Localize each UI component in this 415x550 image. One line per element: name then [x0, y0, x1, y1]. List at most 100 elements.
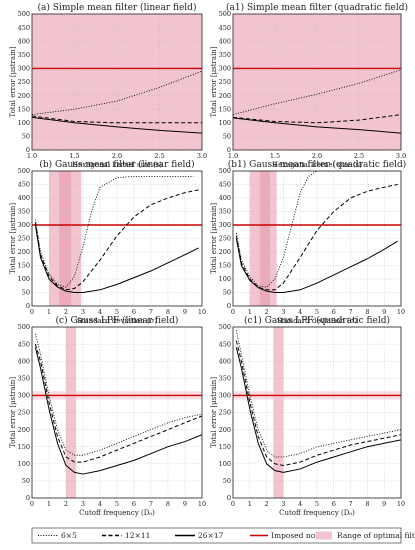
panel-title: (a1) Simple mean filter (quadratic field…	[226, 2, 408, 13]
series-line-2	[34, 347, 202, 475]
y-tick-label: 100	[219, 119, 231, 127]
series-line-1	[235, 340, 401, 467]
legend-label: 6×5	[61, 531, 77, 540]
y-tick-label: 50	[223, 133, 231, 141]
x-axis-label: Standard deviation (σ)	[277, 317, 357, 325]
x-tick-label: 1	[47, 308, 51, 316]
y-tick-label: 400	[219, 194, 231, 202]
series-line-1	[235, 184, 398, 291]
y-tick-label: 400	[219, 357, 231, 365]
chart-panel-0: 1.0 1.5 2.0 2.5 3.0 0 50 100 150 200 250 300 350 400 4…	[9, 2, 207, 169]
series-line-1	[32, 115, 202, 124]
x-tick-label: 7	[349, 500, 353, 508]
x-tick-label: 7	[149, 500, 153, 508]
y-tick-label: 300	[219, 221, 231, 229]
legend-swatch-range	[316, 531, 332, 540]
y-tick-label: 500	[18, 10, 30, 18]
panel-title: (b1) Gauss mean filter (quadratic field)	[228, 159, 406, 170]
series-line-0	[34, 333, 202, 456]
y-tick-label: 150	[18, 443, 30, 451]
x-tick-label: 3	[281, 308, 285, 316]
y-tick-label: 150	[219, 262, 231, 270]
y-tick-label: 450	[18, 24, 30, 32]
y-tick-label: 0	[26, 146, 30, 154]
chart-panel-5: 0 1 2 3 4 5 6 7 8 9 100501001502002503003504004505…	[210, 315, 405, 517]
x-tick-label: 1	[248, 500, 252, 508]
x-axis-label: Standard deviation (σ)	[77, 317, 157, 325]
x-tick-label: 0	[30, 500, 34, 508]
x-tick-label: 0	[231, 500, 235, 508]
y-tick-label: 100	[18, 460, 30, 468]
legend-label: 12×11	[125, 531, 150, 540]
y-tick-label: 400	[18, 357, 30, 365]
optimal-core-band	[259, 171, 270, 306]
x-tick-label: 0	[30, 308, 34, 316]
x-tick-label: 9	[382, 500, 386, 508]
y-tick-label: 400	[18, 194, 30, 202]
x-axis-label: Cutoff frequency (D₀)	[279, 509, 355, 517]
y-tick-label: 450	[18, 340, 30, 348]
y-tick-label: 0	[227, 302, 231, 310]
series-line-0	[235, 171, 398, 288]
panel-title: (c1) Gauss LPF (quadratic field)	[244, 315, 390, 326]
chart-panel-2: 0 1 2 3 4 5 6 7 8 9 100501001502002503003504004505…	[9, 159, 206, 325]
y-tick-label: 50	[22, 289, 30, 297]
x-tick-label: 9	[183, 500, 187, 508]
x-tick-label: 6	[332, 500, 336, 508]
x-tick-label: 2.5	[354, 152, 364, 160]
x-tick-label: 1.0	[228, 152, 238, 160]
x-tick-label: 8	[166, 308, 170, 316]
x-tick-label: 7	[349, 308, 353, 316]
x-tick-label: 9	[382, 308, 386, 316]
x-tick-label: 9	[183, 308, 187, 316]
y-tick-label: 200	[219, 248, 231, 256]
x-tick-label: 2	[64, 500, 68, 508]
series-group	[235, 330, 401, 473]
x-axis-label: Hexagonal kernel size (s)	[272, 161, 362, 169]
y-tick-label: 100	[219, 275, 231, 283]
plot-frame	[31, 326, 203, 499]
y-tick-label: 500	[18, 323, 30, 331]
x-axis-label: Hexagonal kernel size (s)	[72, 161, 162, 169]
y-tick-label: 300	[219, 65, 231, 73]
y-tick-label: 500	[219, 323, 231, 331]
y-tick-label: 0	[227, 146, 231, 154]
x-axis-label: Cutoff frequency (D₀)	[79, 509, 155, 517]
x-tick-label: 7	[149, 308, 153, 316]
plot-frame	[232, 13, 402, 151]
y-tick-label: 200	[219, 92, 231, 100]
plot-frame	[232, 170, 402, 307]
y-tick-label: 350	[18, 208, 30, 216]
series-group	[235, 171, 398, 293]
y-tick-label: 250	[18, 78, 30, 86]
y-tick-label: 300	[18, 392, 30, 400]
y-tick-label: 500	[18, 167, 30, 175]
series-line-1	[34, 343, 202, 463]
y-tick-label: 300	[18, 65, 30, 73]
y-tick-label: 300	[18, 221, 30, 229]
series-group	[34, 175, 199, 293]
chart-panel-1: 1.0 1.5 2.0 2.5 3.0 0 50 100 150 200 250 300 350 400 4…	[210, 2, 408, 169]
y-tick-label: 450	[18, 181, 30, 189]
y-tick-label: 200	[219, 426, 231, 434]
x-tick-label: 10	[198, 308, 206, 316]
chart-panel-3: 0 1 2 3 4 5 6 7 8 9 100501001502002503003504004505…	[210, 159, 406, 325]
series-line-0	[235, 330, 401, 458]
panel-title: (a) Simple mean filter (linear field)	[38, 2, 197, 13]
x-tick-label: 10	[397, 500, 405, 508]
x-tick-label: 8	[365, 308, 369, 316]
y-tick-label: 350	[219, 375, 231, 383]
y-axis-label: Total error [μstrain]	[9, 377, 17, 448]
y-tick-label: 450	[219, 24, 231, 32]
x-tick-label: 1.5	[270, 152, 280, 160]
x-tick-label: 6	[132, 500, 136, 508]
x-tick-label: 5	[315, 308, 319, 316]
x-tick-label: 3.0	[197, 152, 207, 160]
y-tick-label: 400	[219, 37, 231, 45]
y-tick-label: 450	[219, 340, 231, 348]
chart-panel-4: 0 1 2 3 4 5 6 7 8 9 100501001502002503003504004505…	[9, 315, 206, 517]
x-tick-label: 8	[166, 500, 170, 508]
y-tick-label: 250	[219, 78, 231, 86]
legend-label: Range of optimal filter	[337, 531, 415, 540]
y-tick-label: 250	[219, 235, 231, 243]
